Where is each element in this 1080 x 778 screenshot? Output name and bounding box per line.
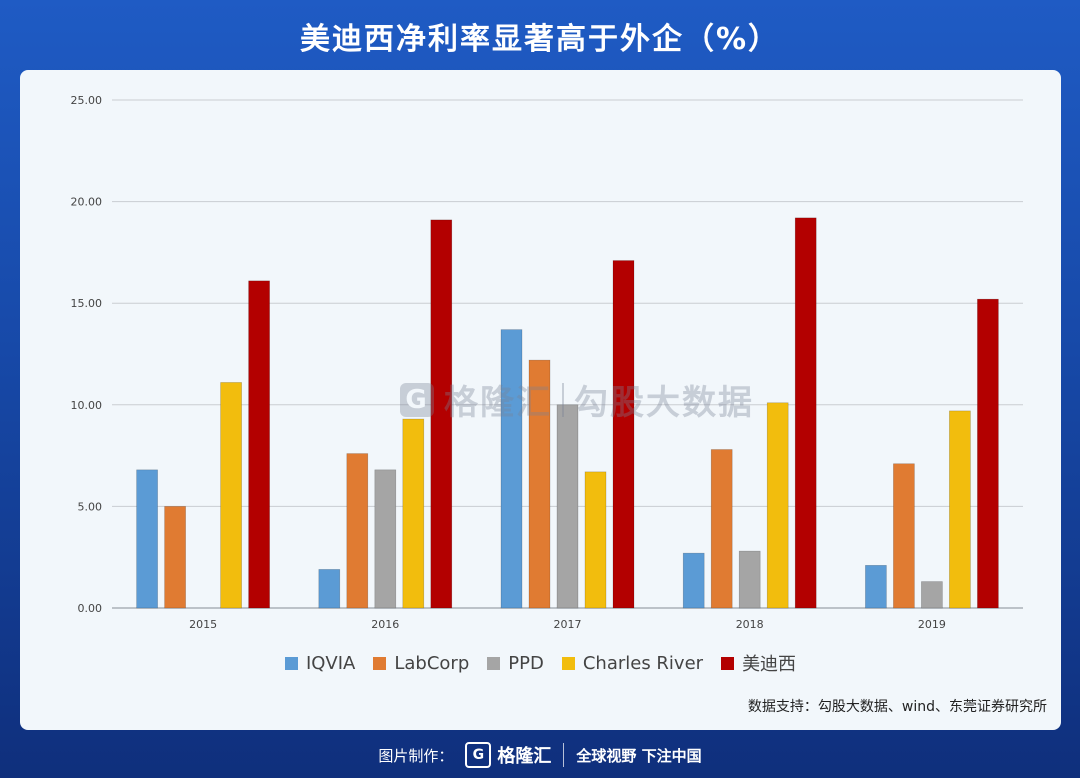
page-title: 美迪西净利率显著高于外企（%） xyxy=(299,22,781,57)
bar-charles-river xyxy=(402,418,425,609)
bar-charles-river xyxy=(220,382,242,609)
y-tick-label: 5.00 xyxy=(78,500,103,513)
legend-label: Charles River xyxy=(582,652,704,674)
bar-chart: 0.00 5.00 10.00 15.00 20.00 25.00 2015 2016 2017… xyxy=(71,94,1023,631)
x-tick-label: 2015 xyxy=(189,618,217,631)
bar-charles-river xyxy=(766,402,789,609)
bar-ppd xyxy=(556,404,579,609)
bar-iqvia xyxy=(865,565,887,609)
x-tick-label: 2016 xyxy=(371,618,399,631)
bar-美迪西 xyxy=(794,217,817,609)
bar-labcorp xyxy=(164,506,186,609)
bar-labcorp xyxy=(528,359,551,609)
legend-label: IQVIA xyxy=(305,652,356,674)
watermark: G 格隆汇 勾股大数据 xyxy=(400,375,754,424)
bar-ppd xyxy=(374,469,397,609)
bar-美迪西 xyxy=(977,298,999,609)
watermark-logo-icon: G xyxy=(400,382,434,417)
legend-label: LabCorp xyxy=(394,652,470,674)
footer-made-by-label: 图片制作： xyxy=(378,746,454,765)
legend-item: PPD xyxy=(487,653,544,674)
legend-swatch xyxy=(561,656,575,670)
y-tick-label: 25.00 xyxy=(71,94,103,107)
legend-swatch xyxy=(487,656,501,670)
source-note: 数据支持：勾股大数据、wind、东莞证券研究所 xyxy=(747,699,1047,715)
legend-swatch xyxy=(721,656,735,670)
legend-item: LabCorp xyxy=(373,653,469,674)
watermark-divider xyxy=(562,382,564,417)
legend-label: PPD xyxy=(508,652,544,674)
footer: 图片制作： G 格隆汇 全球视野 下注中国 xyxy=(0,740,1080,770)
bar-labcorp xyxy=(346,453,369,609)
bar-美迪西 xyxy=(612,260,635,609)
bar-ppd xyxy=(738,550,761,609)
watermark-text: 勾股大数据 xyxy=(574,383,754,423)
y-tick-label: 0.00 xyxy=(78,602,103,615)
bar-iqvia xyxy=(318,569,341,609)
chart-panel: 0.00 5.00 10.00 15.00 20.00 25.00 2015 2016 2017… xyxy=(20,70,1061,730)
legend-swatch xyxy=(373,656,387,670)
x-tick-label: 2018 xyxy=(736,618,764,631)
bar-美迪西 xyxy=(430,219,453,609)
legend-item: 美迪西 xyxy=(721,650,796,676)
bar-labcorp xyxy=(893,463,915,609)
bar-charles-river xyxy=(584,471,607,609)
legend-item: IQVIA xyxy=(284,652,356,674)
bar-iqvia xyxy=(500,329,523,609)
footer-brand: 格隆汇 xyxy=(497,746,552,767)
bar-ppd xyxy=(921,581,943,609)
footer-logo: G 格隆汇 xyxy=(465,742,551,768)
legend-swatch xyxy=(284,656,298,670)
footer-divider xyxy=(563,743,565,767)
bar-美迪西 xyxy=(248,280,270,609)
watermark-brand: 格隆汇 xyxy=(444,383,552,423)
bar-labcorp xyxy=(710,449,733,609)
chart-legend: IQVIA LabCorp PPD Charles River 美迪西 xyxy=(20,650,1061,676)
bar-charles-river xyxy=(949,410,971,609)
legend-item: Charles River xyxy=(561,652,704,674)
bar-iqvia xyxy=(682,552,705,609)
x-tick-label: 2017 xyxy=(554,618,582,631)
footer-slogan: 全球视野 下注中国 xyxy=(576,746,702,765)
legend-label: 美迪西 xyxy=(742,654,797,675)
y-tick-label: 20.00 xyxy=(71,196,103,209)
footer-logo-icon: G xyxy=(465,742,492,768)
y-tick-label: 15.00 xyxy=(71,297,103,310)
y-tick-label: 10.00 xyxy=(71,399,103,412)
bar-iqvia xyxy=(136,469,158,609)
x-tick-label: 2019 xyxy=(918,618,946,631)
